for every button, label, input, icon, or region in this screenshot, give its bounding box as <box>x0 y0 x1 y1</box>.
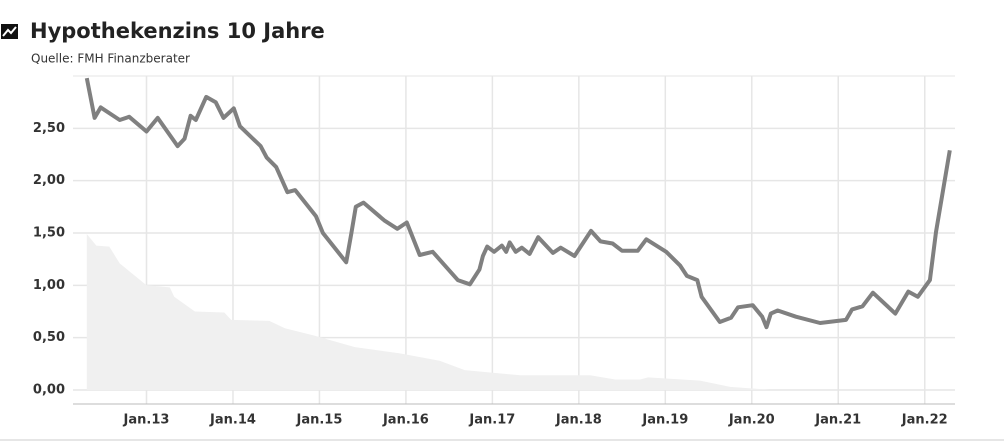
x-tick-label: Jan.21 <box>814 413 861 428</box>
x-tick-label: Jan.19 <box>641 413 688 428</box>
chart-subtitle: Quelle: FMH Finanzberater <box>31 52 190 66</box>
x-tick-label: Jan.17 <box>468 413 515 428</box>
x-tick-label: Jan.16 <box>382 413 429 428</box>
y-tick-label: 1,00 <box>33 278 65 293</box>
x-tick-label: Jan.13 <box>123 413 170 428</box>
y-tick-label: 2,00 <box>33 173 65 188</box>
y-tick-label: 0,50 <box>33 330 65 345</box>
y-tick-label: 0,00 <box>33 383 65 398</box>
x-tick-label: Jan.18 <box>555 413 602 428</box>
chart-title: Hypothekenzins 10 Jahre <box>30 19 325 43</box>
x-tick-label: Jan.20 <box>728 413 775 428</box>
chart-icon <box>1 24 18 39</box>
y-tick-label: 1,50 <box>33 226 65 241</box>
x-tick-label: Jan.15 <box>295 413 342 428</box>
y-tick-label: 2,50 <box>33 121 65 136</box>
line <box>84 77 952 330</box>
x-tick-label: Jan.22 <box>901 413 948 428</box>
area <box>86 234 771 390</box>
x-tick-label: Jan.14 <box>209 413 256 428</box>
